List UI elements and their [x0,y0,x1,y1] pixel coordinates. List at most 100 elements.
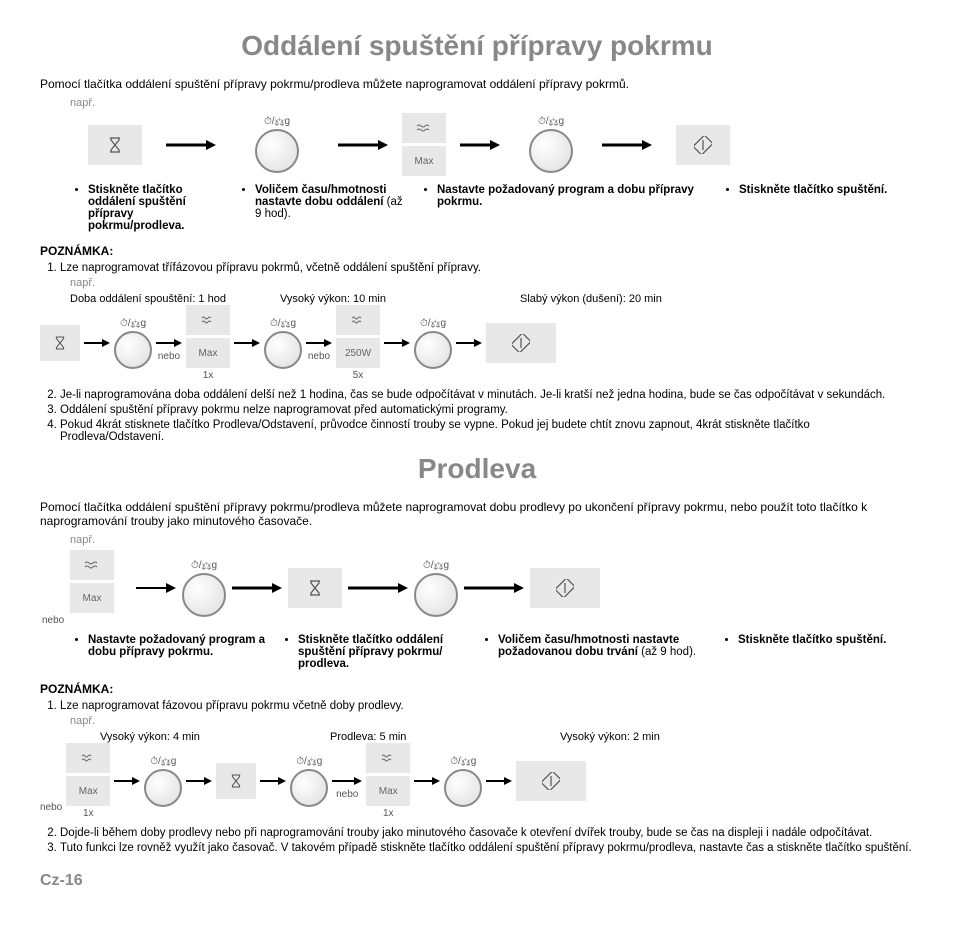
dial-label: ⏱/⚖g [538,116,564,127]
arrow-icon [186,775,212,787]
max-button: Max [66,776,110,806]
arrow-icon [602,138,652,152]
max-button: Max [402,146,446,176]
arrow-icon [84,337,110,349]
dial-label: ⏱/⚖g [150,756,176,767]
section1-intro: Pomocí tlačítka oddálení spuštění přípra… [40,77,914,91]
arrow-icon [384,337,410,349]
note2-3: Tuto funkci lze rovněž využít jako časov… [60,842,914,854]
arrow-icon [332,775,362,787]
ex2-label-1: Vysoký výkon: 4 min [100,731,330,743]
dial-icon [414,573,458,617]
section2-intro: Pomocí tlačítka oddálení spuštění přípra… [40,500,914,528]
dial-icon [264,331,302,369]
note2-2: Dojde-li během doby prodlevy nebo při na… [60,827,914,839]
page-number: Cz-16 [40,872,914,890]
w250-button: 250W [336,338,380,368]
note1-2: Je-li naprogramována doba oddálení delší… [60,389,914,401]
note-list-2: Lze naprogramovat fázovou přípravu pokrm… [60,700,914,712]
desc1-1: Stiskněte tlačítko oddálení spuštění pří… [88,184,225,232]
dial-label: ⏱/⚖g [450,756,476,767]
max-button: Max [366,776,410,806]
note-list-2b: Dojde-li během doby prodlevy nebo při na… [60,827,914,854]
note-list-1b: Je-li naprogramována doba oddálení delší… [60,389,914,443]
note-heading-2: POZNÁMKA: [40,682,914,696]
waves-button [336,305,380,335]
note1-1: Lze naprogramovat třífázovou přípravu po… [60,262,914,274]
arrow-icon [232,581,282,595]
desc1-3: Nastavte požadovaný program a dobu přípr… [437,184,709,208]
note1-3: Oddálení spuštění přípravy pokrmu nelze … [60,404,914,416]
flow-2: ⏱/⚖g nebo Max1x ⏱/⚖g nebo 250W5x ⏱/⚖g [40,305,914,381]
ex2-label-2: Prodleva: 5 min [330,731,560,743]
dial-label: ⏱/⚖g [423,560,449,571]
arrow-icon [464,581,524,595]
eg-label-3: např. [70,534,914,546]
flow-3: Max nebo ⏱/⚖g ⏱/⚖g [70,550,914,626]
arrow-icon [234,337,260,349]
nebo-label: nebo [336,789,358,800]
nebo-label: nebo [308,351,330,362]
arrow-icon [260,775,286,787]
arrow-icon [486,775,512,787]
dial-label: ⏱/⚖g [296,756,322,767]
dial-label: ⏱/⚖g [120,318,146,329]
hourglass-button [40,325,80,361]
flow-1: ⏱/⚖g Max ⏱/⚖g [70,113,914,176]
waves-button [66,743,110,773]
max-button: Max [186,338,230,368]
arrow-icon [136,581,176,595]
arrow-icon [114,775,140,787]
x1-label: 1x [383,808,394,819]
waves-button [366,743,410,773]
hourglass-button [288,568,342,608]
ex2-label-3: Vysoký výkon: 2 min [560,731,760,743]
nebo-label: nebo [158,351,180,362]
eg-label-2: např. [70,277,914,289]
ex-label-2: Vysoký výkon: 10 min [280,293,520,305]
hourglass-button [216,763,256,799]
desc2-4: Stiskněte tlačítko spuštění. [738,634,914,646]
start-button [676,125,730,165]
start-button [530,568,600,608]
desc1-4: Stiskněte tlačítko spuštění. [739,184,914,196]
note1-4: Pokud 4krát stisknete tlačítko Prodleva/… [60,419,914,443]
ex-label-3: Slabý výkon (dušení): 20 min [520,293,750,305]
section2-title: Prodleva [40,453,914,485]
dial-label: ⏱/⚖g [264,116,290,127]
dial-label: ⏱/⚖g [191,560,217,571]
arrow-icon [166,138,216,152]
arrow-icon [338,138,388,152]
note2-1: Lze naprogramovat fázovou přípravu pokrm… [60,700,914,712]
ex-label-1: Doba oddálení spouštění: 1 hod [70,293,280,305]
eg-label-1: např. [70,97,914,109]
waves-button [402,113,446,143]
nebo-label: nebo [40,802,62,813]
arrow-icon [414,775,440,787]
note-heading-1: POZNÁMKA: [40,244,914,258]
x1-label: 1x [83,808,94,819]
arrow-icon [156,337,182,349]
max-button: Max [70,583,114,613]
desc2-3b: (až 9 hod). [641,646,696,658]
flow-4: nebo Max 1x ⏱/⚖g ⏱/⚖g nebo Max 1x ⏱/⚖g [40,743,914,819]
dial-icon [144,769,182,807]
dial-icon [290,769,328,807]
dial-icon [255,129,299,173]
desc1-2a: Voličem času/hmotnosti nastavte dobu odd… [255,184,386,208]
waves-button [70,550,114,580]
dial-icon [114,331,152,369]
section1-title: Oddálení spuštění přípravy pokrmu [40,30,914,62]
note-list-1: Lze naprogramovat třífázovou přípravu po… [60,262,914,274]
x5-label: 5x [353,370,364,381]
arrow-icon [306,337,332,349]
arrow-icon [348,581,408,595]
waves-button [186,305,230,335]
dial-icon [529,129,573,173]
dial-label: ⏱/⚖g [270,318,296,329]
arrow-icon [460,138,500,152]
x1-label: 1x [203,370,214,381]
start-button [516,761,586,801]
dial-icon [444,769,482,807]
desc2-1: Nastavte požadovaný program a dobu přípr… [88,634,270,658]
